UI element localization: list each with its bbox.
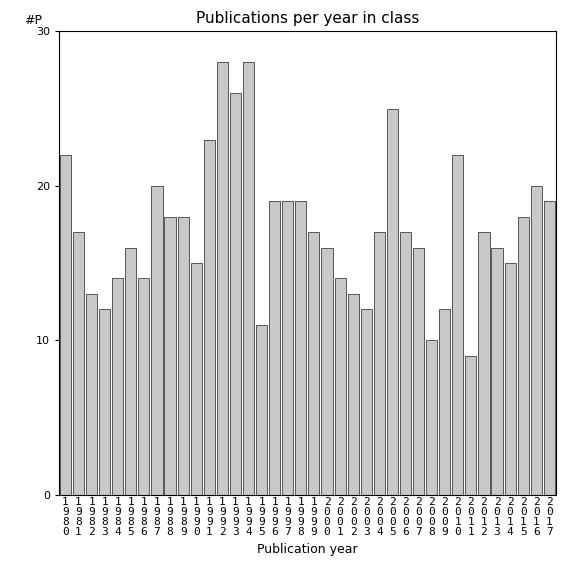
Bar: [531, 186, 542, 494]
Bar: [138, 278, 150, 494]
Bar: [177, 217, 189, 494]
Bar: [269, 201, 280, 494]
Bar: [439, 310, 450, 494]
Bar: [348, 294, 359, 494]
X-axis label: Publication year: Publication year: [257, 543, 358, 556]
Bar: [426, 340, 437, 494]
Bar: [492, 248, 502, 494]
Bar: [335, 278, 346, 494]
Bar: [505, 263, 515, 494]
Title: Publications per year in class: Publications per year in class: [196, 11, 419, 26]
Bar: [204, 139, 215, 494]
Bar: [191, 263, 202, 494]
Bar: [374, 232, 385, 494]
Bar: [164, 217, 176, 494]
Bar: [217, 62, 228, 494]
Bar: [308, 232, 319, 494]
Bar: [544, 201, 555, 494]
Bar: [256, 325, 267, 494]
Bar: [243, 62, 254, 494]
Bar: [99, 310, 110, 494]
Bar: [518, 217, 529, 494]
Bar: [86, 294, 97, 494]
Bar: [413, 248, 424, 494]
Bar: [387, 109, 398, 494]
Bar: [295, 201, 306, 494]
Bar: [230, 93, 241, 494]
Bar: [479, 232, 489, 494]
Bar: [282, 201, 293, 494]
Bar: [466, 356, 476, 494]
Bar: [73, 232, 84, 494]
Bar: [321, 248, 333, 494]
Bar: [452, 155, 463, 494]
Text: #P: #P: [24, 14, 42, 27]
Bar: [60, 155, 71, 494]
Bar: [361, 310, 372, 494]
Bar: [151, 186, 163, 494]
Bar: [400, 232, 411, 494]
Bar: [112, 278, 123, 494]
Bar: [125, 248, 137, 494]
